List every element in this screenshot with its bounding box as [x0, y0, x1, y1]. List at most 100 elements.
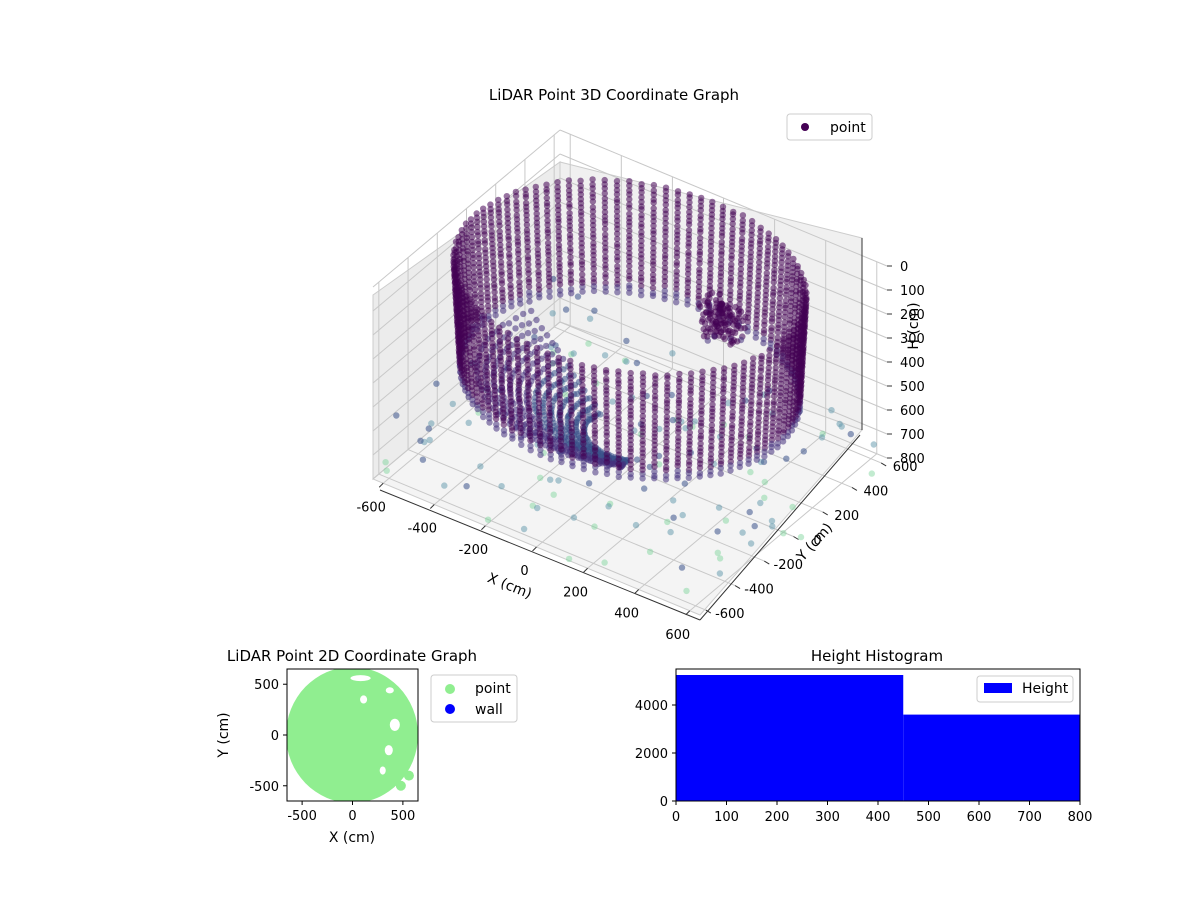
point-3d — [603, 395, 610, 402]
point-3d — [769, 305, 776, 313]
point-3d — [740, 367, 747, 375]
point-3d — [662, 233, 669, 240]
point-3d — [761, 448, 768, 455]
point-3d — [578, 217, 585, 224]
point-3d — [459, 287, 466, 294]
point-3d — [508, 424, 516, 431]
point-3d — [508, 419, 515, 426]
point-3d — [698, 390, 706, 397]
point-3d — [590, 256, 597, 263]
point-3d — [591, 410, 598, 418]
point-3d — [591, 439, 599, 446]
point-3d — [708, 225, 715, 232]
point-3d — [746, 438, 753, 446]
legend-2d: point wall — [430, 674, 518, 723]
point-3d — [517, 416, 524, 423]
point-3d — [503, 193, 510, 200]
point-3d — [626, 289, 633, 296]
point-3d — [697, 422, 705, 430]
point-3d — [675, 403, 682, 411]
gap-2d — [350, 675, 371, 682]
point-3d — [722, 517, 730, 524]
point-3d — [717, 300, 725, 308]
point-3d — [467, 216, 475, 223]
point-3d — [782, 399, 789, 406]
point-3d — [685, 257, 692, 264]
x-tick-label-3d: -600 — [356, 500, 386, 515]
point-3d — [575, 454, 582, 461]
point-3d — [556, 371, 563, 378]
point-3d — [776, 295, 783, 302]
point-3d — [580, 458, 587, 465]
point-3d — [614, 267, 621, 274]
point-2d — [395, 780, 406, 791]
point-3d — [480, 223, 488, 230]
point-3d — [740, 359, 748, 366]
point-3d — [589, 176, 596, 183]
point-3d — [555, 477, 562, 484]
point-3d — [474, 223, 481, 230]
point-3d — [868, 470, 875, 477]
point-3d — [661, 269, 669, 276]
point-3d — [534, 349, 541, 356]
point-3d — [686, 415, 694, 423]
point-3d — [627, 404, 634, 411]
point-3d — [591, 427, 598, 434]
point-3d — [603, 445, 610, 453]
point-3d — [523, 216, 530, 224]
point-3d — [554, 192, 561, 200]
point-3d — [763, 401, 771, 409]
point-3d — [701, 297, 708, 304]
point-3d — [567, 392, 575, 399]
point-3d — [700, 333, 708, 340]
point-3d — [536, 425, 543, 433]
point-3d — [603, 420, 610, 427]
point-3d — [492, 404, 499, 411]
point-3d — [568, 417, 575, 424]
point-3d — [664, 372, 671, 379]
point-3d — [685, 252, 692, 259]
point-3d — [780, 429, 787, 436]
point-3d — [504, 335, 512, 342]
point-3d — [557, 409, 564, 416]
point-3d — [738, 409, 746, 416]
grid-line — [372, 129, 561, 288]
point-3d — [506, 373, 513, 380]
point-3d — [708, 234, 715, 241]
point-3d — [514, 234, 521, 241]
point-3d — [710, 379, 717, 386]
point-3d — [482, 338, 489, 345]
point-3d — [567, 379, 574, 386]
point-3d — [626, 262, 633, 270]
x-ticks-3d: -600 -400 -200 0 200 400 600 — [356, 482, 690, 643]
point-3d — [462, 342, 469, 350]
point-3d — [602, 257, 609, 264]
point-3d — [661, 295, 668, 303]
point-3d — [720, 369, 728, 376]
point-3d — [754, 435, 761, 442]
point-3d — [728, 242, 736, 249]
point-3d — [393, 412, 400, 419]
point-3d — [728, 247, 735, 254]
point-3d — [499, 397, 506, 404]
point-3d — [615, 414, 622, 422]
histogram-title: Height Histogram — [811, 647, 943, 665]
point-3d — [681, 480, 688, 487]
point-3d — [662, 228, 669, 235]
point-3d — [763, 264, 771, 271]
point-3d — [782, 387, 790, 395]
point-3d — [469, 251, 477, 258]
point-3d — [725, 399, 732, 407]
point-3d — [800, 448, 807, 455]
point-3d — [685, 469, 693, 477]
point-3d — [735, 307, 742, 314]
point-3d — [638, 292, 645, 299]
z-tick-label-3d: 100 — [900, 284, 925, 299]
point-3d — [716, 291, 723, 298]
point-3d — [778, 259, 785, 266]
point-3d — [698, 410, 705, 418]
point-3d — [746, 279, 753, 286]
point-3d — [505, 360, 513, 367]
point-3d — [674, 474, 681, 482]
point-3d — [497, 241, 504, 249]
